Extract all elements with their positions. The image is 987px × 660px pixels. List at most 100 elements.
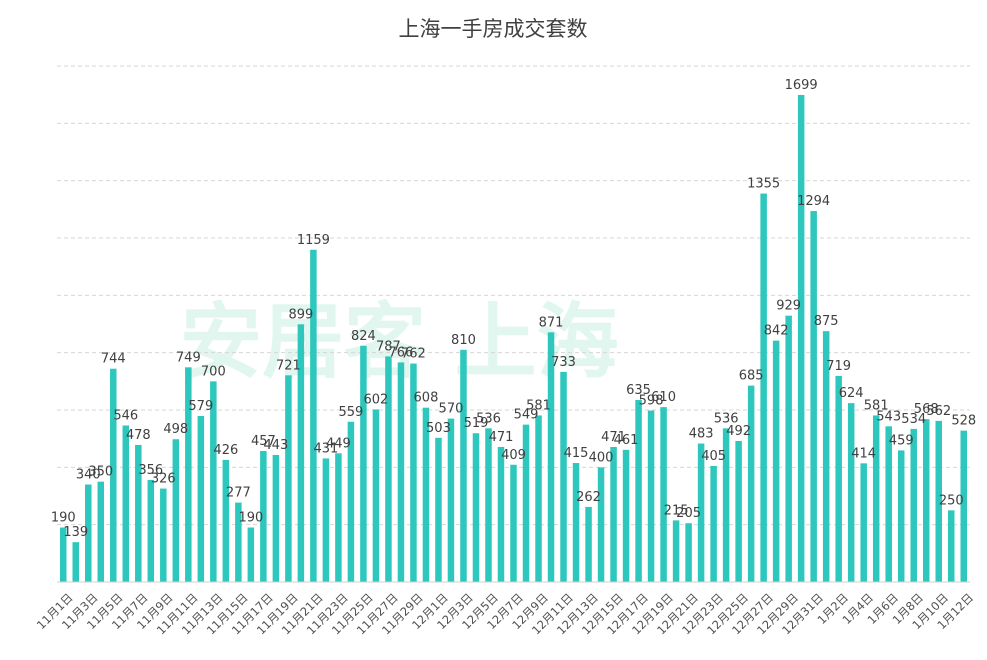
bar xyxy=(822,331,830,582)
bar xyxy=(897,450,905,582)
data-label: 478 xyxy=(126,428,151,443)
data-label: 528 xyxy=(951,414,976,429)
bar xyxy=(860,463,867,582)
data-label: 350 xyxy=(88,465,113,480)
bar xyxy=(247,527,255,582)
data-label: 471 xyxy=(601,430,626,445)
bar xyxy=(922,419,930,582)
data-label: 492 xyxy=(726,424,751,439)
bar xyxy=(172,439,180,582)
data-label: 624 xyxy=(839,386,864,401)
x-tick-labels: 11月1日11月3日11月5日11月7日11月9日11月11日11月13日11月… xyxy=(34,590,976,637)
bar xyxy=(697,443,705,582)
bar xyxy=(410,363,417,582)
bar xyxy=(72,542,80,582)
data-label: 262 xyxy=(576,490,601,505)
bar xyxy=(785,315,792,582)
data-label: 519 xyxy=(464,416,489,431)
bar xyxy=(935,420,942,582)
data-label: 1294 xyxy=(797,194,830,209)
bar xyxy=(660,407,667,582)
bar xyxy=(285,375,292,582)
data-label: 562 xyxy=(926,404,951,419)
data-label: 215 xyxy=(664,503,689,518)
bar xyxy=(310,249,317,582)
bar xyxy=(497,446,505,582)
bar xyxy=(910,428,917,582)
data-label: 721 xyxy=(276,358,301,373)
data-label: 483 xyxy=(689,427,714,442)
bar xyxy=(147,479,155,582)
data-label: 536 xyxy=(476,411,501,426)
data-label: 762 xyxy=(401,347,426,362)
data-label: 326 xyxy=(151,472,176,487)
bar xyxy=(197,416,205,582)
data-label: 1355 xyxy=(747,177,780,192)
bar xyxy=(522,424,530,582)
bar xyxy=(260,450,267,582)
bar xyxy=(435,437,442,582)
bar xyxy=(710,465,717,582)
data-label: 543 xyxy=(876,409,901,424)
data-label: 568 xyxy=(914,402,939,417)
bar xyxy=(460,349,467,582)
bar xyxy=(397,362,405,582)
bar xyxy=(447,418,455,582)
bar xyxy=(160,488,167,582)
bar xyxy=(385,356,392,582)
bar xyxy=(485,428,492,582)
data-label: 431 xyxy=(313,441,338,456)
bar xyxy=(85,484,92,582)
data-label: 929 xyxy=(776,299,801,314)
data-label: 685 xyxy=(739,369,764,384)
data-label: 443 xyxy=(263,438,288,453)
data-label: 787 xyxy=(376,339,401,354)
data-label: 190 xyxy=(51,511,76,526)
data-label: 635 xyxy=(626,383,651,398)
bar xyxy=(797,94,805,582)
data-label: 598 xyxy=(639,394,664,409)
bar xyxy=(472,433,480,582)
data-label: 457 xyxy=(251,434,276,449)
bar xyxy=(847,403,855,582)
bar xyxy=(747,385,755,582)
data-label: 871 xyxy=(539,315,564,330)
data-label: 471 xyxy=(489,430,514,445)
bar xyxy=(947,510,955,582)
bar xyxy=(810,211,817,582)
bar xyxy=(622,449,630,582)
data-label: 875 xyxy=(814,314,839,329)
data-label: 415 xyxy=(564,446,589,461)
data-label: 459 xyxy=(889,433,914,448)
bar xyxy=(835,375,842,582)
data-label: 733 xyxy=(551,355,576,370)
bars xyxy=(60,94,967,583)
data-label: 719 xyxy=(826,359,851,374)
bar xyxy=(97,481,105,582)
data-label: 579 xyxy=(188,399,213,414)
data-label: 546 xyxy=(113,408,138,423)
bar xyxy=(547,332,555,582)
bar xyxy=(272,455,280,582)
bar xyxy=(672,520,680,582)
bar xyxy=(210,381,217,582)
data-labels: 1901393403507445464783563264987495797004… xyxy=(51,78,976,540)
data-label: 766 xyxy=(389,345,414,360)
bar xyxy=(722,428,730,582)
data-label: 503 xyxy=(426,421,451,436)
data-label: 536 xyxy=(714,411,739,426)
data-label: 498 xyxy=(163,422,188,437)
bar xyxy=(872,415,880,582)
data-label: 356 xyxy=(138,463,163,478)
bar xyxy=(235,502,242,582)
data-label: 744 xyxy=(101,352,126,367)
bar xyxy=(735,440,742,582)
data-label: 810 xyxy=(451,333,476,348)
data-label: 559 xyxy=(338,405,363,420)
bar xyxy=(60,527,67,582)
data-label: 139 xyxy=(63,525,88,540)
bar xyxy=(560,371,567,582)
data-label: 581 xyxy=(864,398,889,413)
bar xyxy=(685,523,692,582)
